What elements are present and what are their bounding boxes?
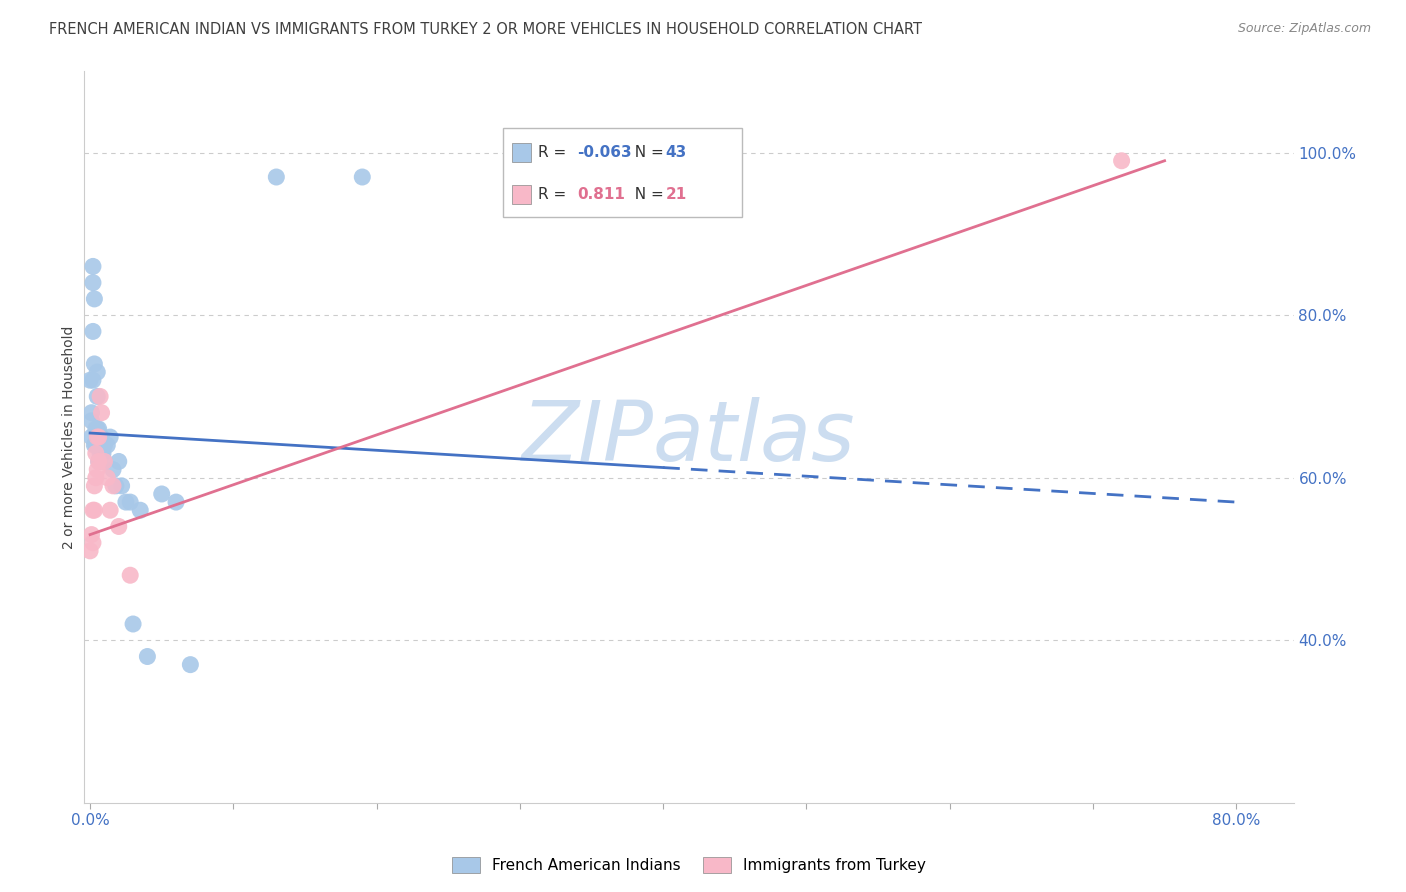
Point: [98, 430, 121, 444]
Point: [87, 438, 110, 452]
Point: [82, 276, 104, 290]
Point: [101, 462, 124, 476]
Point: [93, 454, 115, 468]
Point: [115, 495, 138, 509]
Point: [90, 446, 112, 460]
Point: [82, 325, 104, 339]
Text: -0.063: -0.063: [576, 145, 631, 161]
Point: [1111, 153, 1133, 168]
Point: [89, 430, 111, 444]
Point: [80, 527, 103, 541]
Point: [87, 430, 110, 444]
Point: [101, 479, 124, 493]
Text: N =: N =: [624, 187, 668, 202]
Point: [82, 260, 104, 274]
Point: [93, 438, 115, 452]
Point: [83, 438, 105, 452]
Point: [84, 471, 107, 485]
Point: [82, 373, 104, 387]
Point: [93, 454, 115, 468]
Point: [87, 422, 110, 436]
Point: [122, 617, 145, 632]
Point: [82, 535, 104, 549]
Text: R =: R =: [537, 187, 571, 202]
Point: [179, 657, 201, 672]
Point: [165, 495, 187, 509]
Point: [136, 649, 159, 664]
Legend: French American Indians, Immigrants from Turkey: French American Indians, Immigrants from…: [446, 851, 932, 880]
Point: [86, 389, 108, 403]
Point: [80, 430, 103, 444]
Point: [96, 471, 118, 485]
Point: [87, 454, 110, 468]
Point: [266, 169, 288, 184]
Point: [98, 503, 121, 517]
Point: [86, 422, 108, 436]
Text: N =: N =: [624, 145, 668, 161]
Point: [96, 438, 118, 452]
Point: [91, 446, 114, 460]
Point: [79, 544, 101, 558]
Point: [89, 389, 111, 403]
Point: [107, 519, 129, 533]
Point: [107, 454, 129, 468]
Point: [129, 503, 152, 517]
Point: [83, 357, 105, 371]
Point: [83, 479, 105, 493]
Point: [79, 373, 101, 387]
Point: [86, 365, 108, 379]
Point: [82, 503, 104, 517]
Text: FRENCH AMERICAN INDIAN VS IMMIGRANTS FROM TURKEY 2 OR MORE VEHICLES IN HOUSEHOLD: FRENCH AMERICAN INDIAN VS IMMIGRANTS FRO…: [49, 22, 922, 37]
Point: [87, 454, 110, 468]
Point: [120, 568, 142, 582]
Y-axis label: 2 or more Vehicles in Household: 2 or more Vehicles in Household: [62, 326, 76, 549]
Text: R =: R =: [537, 145, 571, 161]
Point: [86, 430, 108, 444]
Text: 43: 43: [665, 145, 686, 161]
Point: [90, 406, 112, 420]
Point: [110, 479, 132, 493]
Text: 21: 21: [665, 187, 686, 202]
Text: Source: ZipAtlas.com: Source: ZipAtlas.com: [1237, 22, 1371, 36]
Text: 0.811: 0.811: [576, 187, 624, 202]
Point: [90, 430, 112, 444]
Point: [86, 430, 108, 444]
Point: [352, 169, 374, 184]
Point: [84, 446, 107, 460]
Point: [120, 495, 142, 509]
Point: [84, 438, 107, 452]
Point: [83, 503, 105, 517]
Point: [150, 487, 173, 501]
Point: [83, 292, 105, 306]
Point: [104, 479, 127, 493]
Point: [89, 446, 111, 460]
Point: [86, 462, 108, 476]
Point: [80, 414, 103, 428]
Text: ZIPatlas: ZIPatlas: [522, 397, 856, 477]
Point: [84, 422, 107, 436]
Point: [80, 406, 103, 420]
